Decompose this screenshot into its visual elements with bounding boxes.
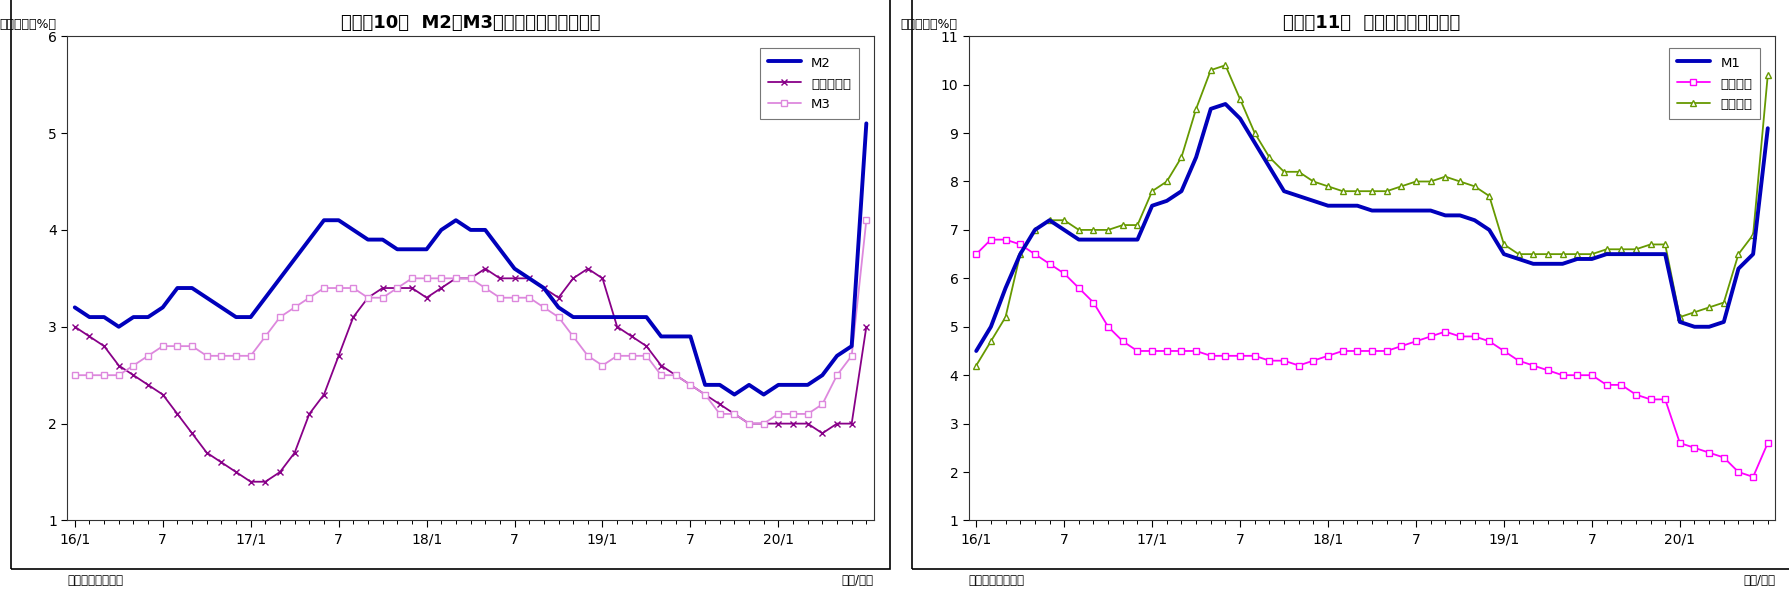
預金通貨	[1113, 221, 1134, 228]
現金通貨	[1683, 444, 1705, 451]
Text: （年/月）: （年/月）	[841, 573, 873, 587]
Title: （図表10）  M2、M3、広義流動性の伸び率: （図表10） M2、M3、広義流動性の伸び率	[342, 14, 601, 32]
M2	[64, 304, 86, 311]
M2	[855, 120, 877, 127]
広義流動性	[152, 391, 174, 398]
広義流動性	[240, 478, 261, 486]
広義流動性	[211, 459, 233, 466]
M3	[739, 420, 760, 427]
M1	[1683, 323, 1705, 330]
預金通貨	[1156, 178, 1177, 185]
現金通貨	[1757, 440, 1778, 447]
広義流動性	[64, 323, 86, 330]
M3	[152, 343, 174, 350]
Text: （前年比、%）: （前年比、%）	[900, 19, 957, 31]
現金通貨	[1742, 473, 1764, 480]
Legend: M2, 広義流動性, M3: M2, 広義流動性, M3	[760, 48, 859, 120]
Line: M1: M1	[977, 104, 1768, 351]
M2	[841, 343, 862, 350]
預金通貨	[1215, 62, 1236, 69]
現金通貨	[1728, 468, 1750, 475]
現金通貨	[1274, 357, 1295, 364]
広義流動性	[372, 285, 394, 292]
Line: 広義流動性: 広義流動性	[72, 265, 869, 485]
M1	[1156, 197, 1177, 205]
M2	[254, 294, 276, 301]
広義流動性	[796, 420, 818, 427]
M1	[1274, 188, 1295, 195]
Text: （前年比、%）: （前年比、%）	[0, 19, 55, 31]
現金通貨	[1127, 347, 1149, 355]
現金通貨	[966, 251, 988, 258]
M1	[1757, 124, 1778, 132]
M1	[966, 347, 988, 355]
広義流動性	[474, 265, 496, 272]
M2	[782, 382, 803, 389]
現金通貨	[1170, 347, 1191, 355]
M1	[1215, 100, 1236, 108]
預金通貨	[966, 362, 988, 369]
M2	[152, 304, 174, 311]
M3	[211, 352, 233, 359]
M2	[358, 236, 379, 243]
M1	[1054, 226, 1075, 233]
預金通貨	[1274, 168, 1295, 175]
M3	[254, 333, 276, 340]
預金通貨	[1683, 309, 1705, 316]
預金通貨	[1757, 71, 1778, 78]
Legend: M1, 現金通貨, 預金通貨: M1, 現金通貨, 預金通貨	[1669, 48, 1760, 120]
Text: （資料）日本銀行: （資料）日本銀行	[970, 573, 1025, 587]
Title: （図表11）  現金・預金の伸び率: （図表11） 現金・預金の伸び率	[1283, 14, 1460, 32]
M1	[1113, 236, 1134, 243]
M2	[725, 391, 746, 398]
M1	[1742, 251, 1764, 258]
M3	[64, 371, 86, 379]
M3	[358, 294, 379, 301]
現金通貨	[980, 236, 1002, 243]
広義流動性	[841, 420, 862, 427]
現金通貨	[1068, 285, 1090, 292]
広義流動性	[270, 468, 292, 475]
M3	[855, 216, 877, 224]
M3	[841, 352, 862, 359]
Line: M2: M2	[75, 123, 866, 395]
預金通貨	[1742, 231, 1764, 239]
Line: 現金通貨: 現金通貨	[973, 237, 1771, 480]
M3	[782, 410, 803, 417]
Text: （資料）日本銀行: （資料）日本銀行	[68, 573, 123, 587]
預金通貨	[1054, 216, 1075, 224]
広義流動性	[855, 323, 877, 330]
Text: （年/月）: （年/月）	[1742, 573, 1775, 587]
Line: 預金通貨: 預金通貨	[973, 62, 1771, 369]
Line: M3: M3	[72, 218, 869, 426]
M2	[211, 304, 233, 311]
